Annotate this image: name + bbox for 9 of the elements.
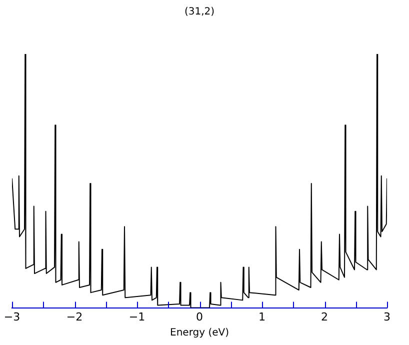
x-tick-label: 2 (321, 310, 328, 324)
x-tick-label: −2 (66, 310, 83, 324)
x-tick-label: 0 (196, 310, 203, 324)
x-tick-label: 3 (384, 310, 390, 324)
chart-title: (31,2) (184, 6, 215, 18)
x-tick-label: 1 (258, 310, 266, 324)
x-axis-title: Energy (eV) (170, 328, 230, 339)
x-tick-label: −3 (4, 310, 20, 324)
x-tick-label: −1 (128, 310, 146, 324)
